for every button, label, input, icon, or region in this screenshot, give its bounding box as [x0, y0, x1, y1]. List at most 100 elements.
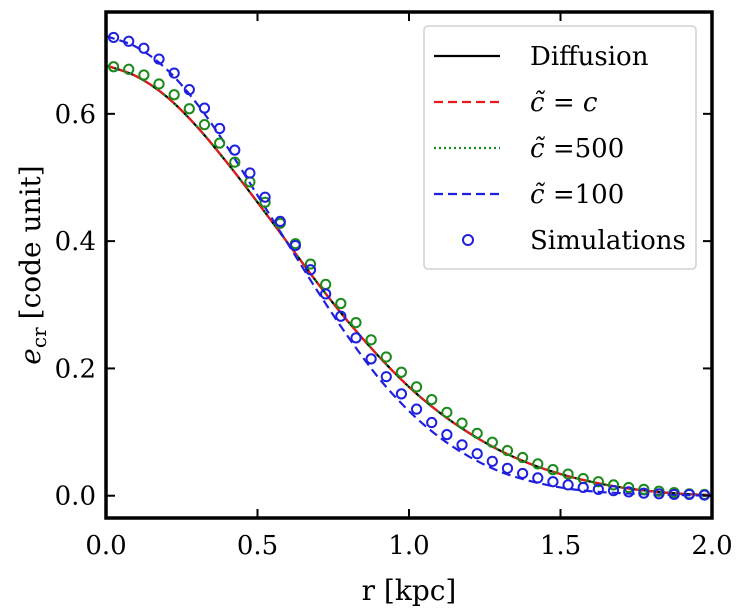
- marker-blue-10: [259, 191, 271, 203]
- marker-blue-9: [244, 167, 256, 179]
- y-tick-label-0: 0.0: [55, 482, 96, 512]
- marker-green-28: [532, 458, 544, 470]
- marker-blue-33: [607, 485, 620, 497]
- marker-green-22: [441, 406, 453, 418]
- marker-blue-8: [229, 144, 241, 156]
- marker-blue-16: [350, 332, 362, 344]
- marker-blue-13: [304, 264, 317, 276]
- marker-green-2: [138, 69, 150, 81]
- marker-blue-26: [501, 462, 514, 474]
- marker-green-15: [335, 297, 347, 310]
- legend-item-3: c̃ =100: [434, 180, 624, 210]
- marker-blue-34: [623, 486, 635, 498]
- marker-green-1: [123, 63, 135, 75]
- legend-label-value: 500: [575, 134, 625, 164]
- x-tick-label-4: 2.0: [691, 531, 732, 561]
- marker-blue-24: [471, 448, 483, 460]
- marker-blue-27: [517, 467, 529, 480]
- marker-green-20: [410, 381, 423, 393]
- x-tick-label-0: 0.0: [85, 531, 126, 561]
- marker-green-23: [456, 417, 468, 429]
- legend-label-prefix: c̃ =: [530, 134, 575, 164]
- marker-blue-28: [532, 472, 544, 484]
- marker-blue-5: [183, 84, 195, 96]
- legend-label-value: Simulations: [530, 226, 686, 256]
- legend-item-0: Diffusion: [434, 42, 649, 72]
- marker-blue-17: [365, 353, 377, 365]
- marker-blue-18: [380, 371, 392, 383]
- marker-green-33: [607, 479, 620, 491]
- marker-blue-30: [562, 479, 574, 491]
- marker-green-16: [350, 317, 362, 329]
- marker-green-0: [107, 61, 120, 73]
- marker-blue-35: [638, 487, 650, 499]
- legend-item-1: c̃ = c: [434, 88, 598, 118]
- legend-item-2: c̃ =500: [434, 134, 624, 164]
- marker-green-26: [501, 444, 514, 457]
- marker-green-4: [168, 89, 180, 101]
- legend-marker: [462, 234, 474, 246]
- marker-blue-36: [653, 488, 665, 500]
- marker-green-17: [365, 334, 377, 346]
- marker-blue-12: [289, 239, 301, 252]
- marker-blue-21: [426, 416, 438, 429]
- marker-green-34: [623, 481, 635, 494]
- legend-label-prefix: c̃ =: [530, 88, 583, 118]
- y-tick-label-2: 0.4: [55, 227, 96, 257]
- marker-green-25: [486, 436, 498, 448]
- legend-label: Diffusion: [530, 42, 649, 72]
- marker-green-29: [547, 464, 559, 476]
- marker-blue-32: [592, 483, 604, 495]
- marker-blue-23: [456, 439, 468, 451]
- marker-blue-0: [107, 31, 120, 44]
- y-axis-label-sub: cr: [27, 327, 51, 348]
- series-line-3: [105, 35, 713, 497]
- marker-blue-37: [668, 488, 680, 501]
- marker-blue-6: [198, 102, 211, 114]
- marker-blue-4: [168, 67, 180, 79]
- marker-blue-22: [441, 429, 453, 441]
- marker-green-5: [183, 103, 195, 115]
- marker-blue-29: [547, 476, 559, 488]
- marker-blue-2: [138, 42, 150, 54]
- y-tick-label-1: 0.2: [55, 354, 96, 384]
- marker-green-13: [304, 258, 317, 270]
- marker-green-30: [562, 468, 574, 480]
- marker-blue-20: [410, 403, 423, 415]
- marker-blue-3: [153, 53, 165, 65]
- marker-green-27: [517, 451, 529, 464]
- marker-green-21: [426, 394, 438, 406]
- y-axis-label: ecr [code unit]: [14, 165, 51, 364]
- marker-green-18: [380, 351, 392, 363]
- legend-label: Simulations: [530, 226, 686, 256]
- marker-blue-38: [683, 488, 695, 501]
- marker-green-24: [471, 427, 483, 439]
- x-tick-label-1: 0.5: [237, 531, 278, 561]
- legend-label: c̃ =500: [530, 134, 624, 164]
- x-tick-label-2: 1.0: [388, 531, 429, 561]
- y-axis-label-main: e: [14, 348, 47, 365]
- marker-blue-14: [320, 288, 332, 300]
- legend-label-value: 100: [575, 180, 625, 210]
- legend-label: c̃ =100: [530, 180, 624, 210]
- marker-green-6: [198, 119, 211, 131]
- legend-label-value: Diffusion: [530, 42, 649, 72]
- tick-layer: 0.0 0.5 1.0 1.5 2.0 0.0 0.2 0.4 0.6: [55, 12, 733, 561]
- marker-green-10: [259, 196, 271, 208]
- marker-blue-31: [577, 481, 589, 494]
- y-tick-label-3: 0.6: [55, 100, 96, 130]
- legend-label: c̃ = c: [530, 88, 598, 118]
- marker-green-19: [395, 366, 408, 378]
- marker-layer: [107, 31, 711, 501]
- marker-blue-7: [214, 122, 226, 135]
- marker-blue-15: [335, 310, 347, 322]
- marker-green-32: [592, 476, 604, 488]
- x-tick-label-3: 1.5: [540, 531, 581, 561]
- legend-box: [423, 25, 697, 270]
- y-axis-label-unit: [code unit]: [14, 165, 47, 319]
- marker-green-8: [229, 156, 241, 168]
- marker-green-7: [214, 137, 226, 149]
- legend-item-4: Simulations: [462, 226, 686, 256]
